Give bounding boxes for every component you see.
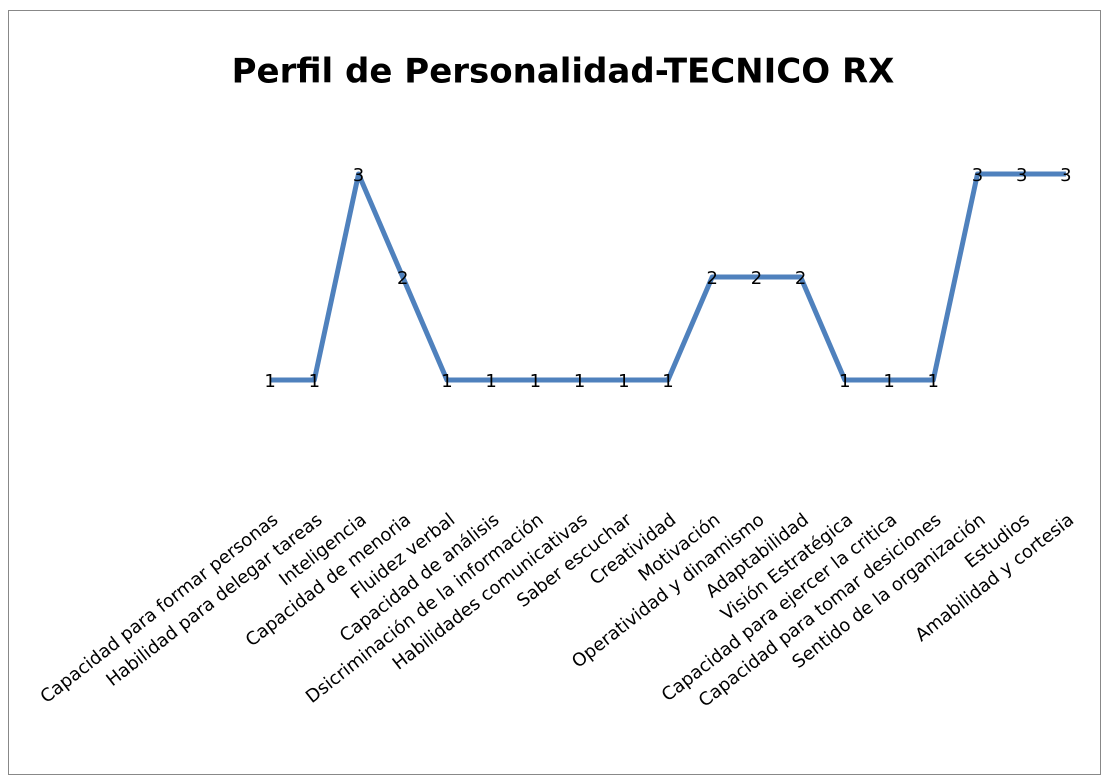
data-label: 1: [309, 371, 320, 392]
data-label: 1: [883, 371, 894, 392]
data-label: 1: [662, 371, 673, 392]
data-label: 2: [706, 268, 717, 289]
data-label: 1: [264, 371, 275, 392]
chart-frame: [8, 10, 1101, 775]
data-label: 1: [839, 371, 850, 392]
data-label: 3: [1016, 165, 1027, 186]
data-label: 3: [353, 165, 364, 186]
data-label: 3: [972, 165, 983, 186]
chart-title: Perfil de Personalidad-TECNICO RX: [232, 52, 895, 92]
data-label: 3: [1060, 165, 1071, 186]
data-label: 1: [441, 371, 452, 392]
data-label: 2: [751, 268, 762, 289]
data-label: 2: [795, 268, 806, 289]
data-label: 1: [530, 371, 541, 392]
data-label: 1: [928, 371, 939, 392]
data-label: 1: [574, 371, 585, 392]
data-label: 1: [485, 371, 496, 392]
data-label: 1: [618, 371, 629, 392]
data-label: 2: [397, 268, 408, 289]
data-line: [270, 171, 1066, 383]
